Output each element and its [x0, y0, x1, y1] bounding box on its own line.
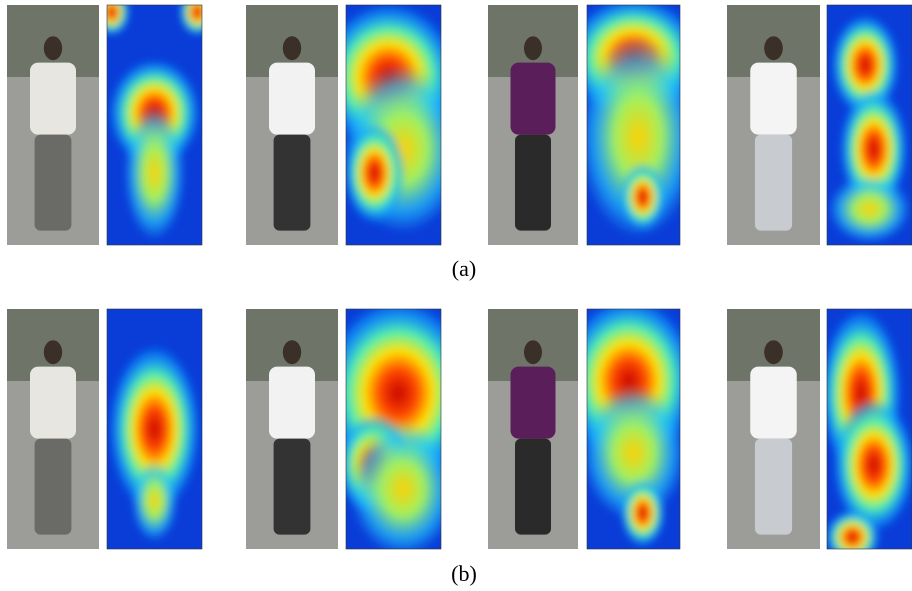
- heatmap-blobs: [828, 14, 911, 243]
- person-torso: [269, 62, 315, 135]
- heatmap: [345, 308, 442, 550]
- person-torso: [510, 366, 556, 439]
- heat-blob: [832, 397, 912, 533]
- heatmap: [106, 4, 203, 246]
- person-head: [764, 340, 783, 365]
- person-torso: [30, 62, 76, 135]
- heatmap-border: [586, 308, 681, 550]
- heatmap-blobs: [587, 5, 680, 238]
- heatmap-border: [345, 308, 442, 550]
- heatmap: [586, 4, 681, 246]
- heatmap-border: [826, 308, 912, 550]
- heatmap: [345, 4, 442, 246]
- heatmap-border: [345, 4, 442, 246]
- heat-blob: [346, 122, 405, 224]
- heatmap-blobs: [346, 5, 441, 233]
- heatmap: [586, 308, 681, 550]
- heat-blob: [179, 5, 202, 36]
- photo: [246, 309, 338, 549]
- heat-blob: [827, 510, 880, 549]
- heatmap-blobs: [107, 5, 202, 241]
- person-legs: [273, 134, 311, 231]
- person-legs: [515, 438, 551, 535]
- heat-blob: [124, 105, 185, 241]
- person-torso: [30, 366, 76, 439]
- photo: [7, 5, 99, 245]
- heatmap-border: [106, 4, 203, 246]
- heat-blob: [831, 14, 900, 116]
- caption: (a): [452, 256, 476, 281]
- heatmap-blobs: [827, 309, 912, 549]
- person-head: [282, 36, 302, 61]
- person-head: [282, 340, 302, 365]
- heat-blob: [620, 163, 666, 231]
- heatmap-border: [586, 4, 681, 246]
- heatmap-blobs: [346, 309, 441, 549]
- heatmap-blobs: [108, 345, 201, 542]
- image-grid: [7, 4, 912, 550]
- photo: [727, 5, 820, 245]
- photo: [246, 5, 338, 245]
- heatmap: [826, 4, 912, 246]
- person-head: [524, 340, 542, 365]
- person-legs: [754, 438, 793, 535]
- photo: [488, 309, 578, 549]
- person-legs: [273, 438, 311, 535]
- photo: [7, 309, 99, 549]
- person-legs: [754, 134, 793, 231]
- person-head: [524, 36, 542, 61]
- heat-blob: [828, 175, 911, 243]
- photo: [488, 5, 578, 245]
- person-torso: [510, 62, 556, 135]
- heatmap-blobs: [587, 309, 680, 547]
- heat-blob: [349, 421, 441, 549]
- heat-blob: [107, 5, 130, 36]
- heat-blob: [131, 460, 178, 542]
- heatmap: [106, 308, 203, 550]
- person-head: [43, 36, 63, 61]
- heatmap-border: [106, 308, 203, 550]
- caption: (b): [451, 561, 477, 586]
- person-torso: [750, 366, 797, 439]
- person-legs: [34, 438, 72, 535]
- photo: [727, 309, 820, 549]
- person-head: [764, 36, 783, 61]
- heat-blob: [108, 345, 201, 513]
- heatmap-border: [826, 4, 912, 246]
- person-head: [43, 340, 63, 365]
- heat-blob: [587, 385, 680, 521]
- heat-blob: [620, 479, 666, 547]
- person-torso: [269, 366, 315, 439]
- person-torso: [750, 62, 797, 135]
- person-legs: [515, 134, 551, 231]
- person-legs: [34, 134, 72, 231]
- heatmap: [826, 308, 912, 550]
